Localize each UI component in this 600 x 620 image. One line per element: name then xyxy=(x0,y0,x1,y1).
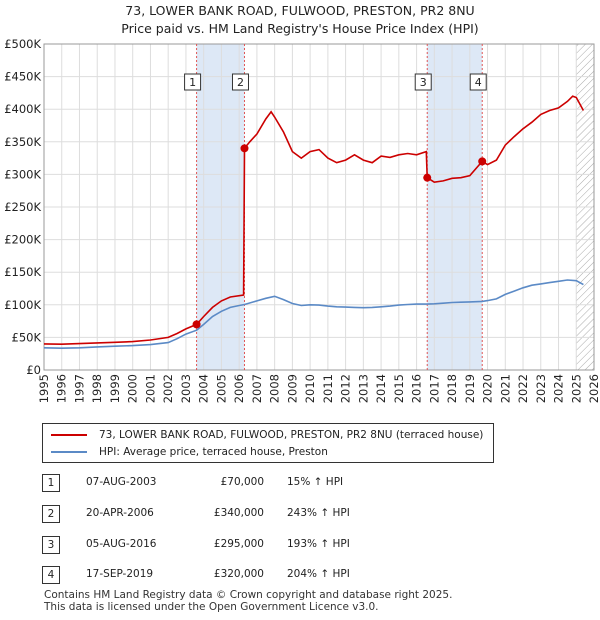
sale-marker-label: 4 xyxy=(475,76,482,89)
footer-licence: This data is licensed under the Open Gov… xyxy=(44,601,379,613)
plot-border xyxy=(43,43,595,371)
sale-marker-label: 1 xyxy=(189,76,196,89)
transaction-row: 4 17-SEP-2019 £320,000 204% ↑ HPI xyxy=(42,566,462,586)
sale-point xyxy=(240,144,249,153)
y-tick-label: £350K xyxy=(4,135,41,149)
y-tick-label: £450K xyxy=(4,70,41,84)
x-tick-label: 2004 xyxy=(197,374,211,403)
x-tick-label: 1997 xyxy=(72,374,86,403)
y-tick-label: £250K xyxy=(4,200,41,214)
x-tick-label: 2016 xyxy=(410,374,424,403)
hpi-line xyxy=(43,279,584,350)
sale-marker-box xyxy=(231,73,249,91)
x-tick-label: 1996 xyxy=(55,374,69,403)
transaction-hpi-change: 243% ↑ HPI xyxy=(287,507,350,519)
x-tick-label: 2001 xyxy=(143,374,157,403)
transaction-hpi-change: 15% ↑ HPI xyxy=(287,476,344,488)
sale-marker-label: 2 xyxy=(237,76,244,89)
transaction-price: £340,000 xyxy=(213,507,264,519)
transaction-price: £295,000 xyxy=(213,538,264,550)
x-tick-label: 2013 xyxy=(356,374,370,403)
chart-title-address: 73, LOWER BANK ROAD, FULWOOD, PRESTON, P… xyxy=(125,3,475,18)
transaction-number: 4 xyxy=(42,566,60,584)
legend-swatch-property xyxy=(51,434,87,436)
x-tick-label: 2009 xyxy=(285,374,299,403)
legend-label-property: 73, LOWER BANK ROAD, FULWOOD, PRESTON, P… xyxy=(99,429,484,441)
sale-marker-box xyxy=(414,73,432,91)
x-tick-label: 2011 xyxy=(321,374,335,403)
transaction-row: 1 07-AUG-2003 £70,000 15% ↑ HPI xyxy=(42,474,462,494)
x-tick-label: 2008 xyxy=(268,374,282,403)
y-tick-label: £0 xyxy=(26,363,41,377)
x-tick-label: 2021 xyxy=(498,374,512,403)
sale-point xyxy=(423,173,432,182)
x-tick-label: 1995 xyxy=(37,374,51,403)
x-tick-label: 2022 xyxy=(516,374,530,403)
transaction-date: 20-APR-2006 xyxy=(86,507,154,519)
y-tick-label: £500K xyxy=(4,37,41,51)
transaction-price: £70,000 xyxy=(220,476,264,488)
x-tick-label: 2023 xyxy=(534,374,548,403)
x-tick-label: 2005 xyxy=(214,374,228,403)
price-chart: 1 2 3 4 £0 £50K £100K £150K £200K £250K £300K £350… xyxy=(4,37,600,403)
sale-marker-box xyxy=(184,73,202,91)
x-tick-label: 2017 xyxy=(427,374,441,403)
legend-label-hpi: HPI: Average price, terraced house, Pres… xyxy=(99,446,328,458)
x-tick-label: 1999 xyxy=(108,374,122,403)
x-tick-label: 2012 xyxy=(339,374,353,403)
transaction-hpi-change: 204% ↑ HPI xyxy=(287,568,350,580)
x-tick-label: 2019 xyxy=(463,374,477,403)
x-tick-label: 2018 xyxy=(445,374,459,403)
x-tick-label: 2024 xyxy=(552,374,566,403)
sale-point xyxy=(478,157,487,166)
y-tick-label: £100K xyxy=(4,298,41,312)
transaction-price: £320,000 xyxy=(213,568,264,580)
transaction-date: 05-AUG-2016 xyxy=(86,538,157,550)
x-tick-label: 2014 xyxy=(374,374,388,403)
transaction-date: 17-SEP-2019 xyxy=(86,568,154,580)
transaction-date: 07-AUG-2003 xyxy=(86,476,157,488)
transaction-number: 2 xyxy=(42,505,60,523)
y-tick-label: £150K xyxy=(4,265,41,279)
sale-marker-box xyxy=(469,73,487,91)
y-tick-label: £200K xyxy=(4,233,41,247)
x-tick-label: 2003 xyxy=(179,374,193,403)
x-tick-label: 2002 xyxy=(161,374,175,403)
y-tick-label: £50K xyxy=(12,330,42,344)
x-tick-label: 2025 xyxy=(569,374,583,403)
footer-copyright: Contains HM Land Registry data © Crown c… xyxy=(44,589,453,601)
transaction-row: 2 20-APR-2006 £340,000 243% ↑ HPI xyxy=(42,505,462,525)
transaction-number: 3 xyxy=(42,536,60,554)
x-tick-label: 2020 xyxy=(481,374,495,403)
x-tick-label: 2007 xyxy=(250,374,264,403)
chart-subtitle: Price paid vs. HM Land Registry's House … xyxy=(121,21,479,36)
x-tick-label: 2015 xyxy=(392,374,406,403)
x-tick-label: 1998 xyxy=(90,374,104,403)
transaction-row: 3 05-AUG-2016 £295,000 193% ↑ HPI xyxy=(42,536,462,556)
y-tick-label: £300K xyxy=(4,167,41,181)
x-tick-label: 2006 xyxy=(232,374,246,403)
x-tick-label: 2000 xyxy=(126,374,140,403)
sale-point xyxy=(192,320,201,329)
y-tick-label: £400K xyxy=(4,102,41,116)
chart-legend: 73, LOWER BANK ROAD, FULWOOD, PRESTON, P… xyxy=(42,423,494,463)
transaction-hpi-change: 193% ↑ HPI xyxy=(287,538,350,550)
x-tick-label: 2026 xyxy=(587,374,600,403)
transaction-number: 1 xyxy=(42,474,60,492)
x-tick-label: 2010 xyxy=(303,374,317,403)
sale-marker-label: 3 xyxy=(420,76,427,89)
legend-swatch-hpi xyxy=(51,451,87,453)
